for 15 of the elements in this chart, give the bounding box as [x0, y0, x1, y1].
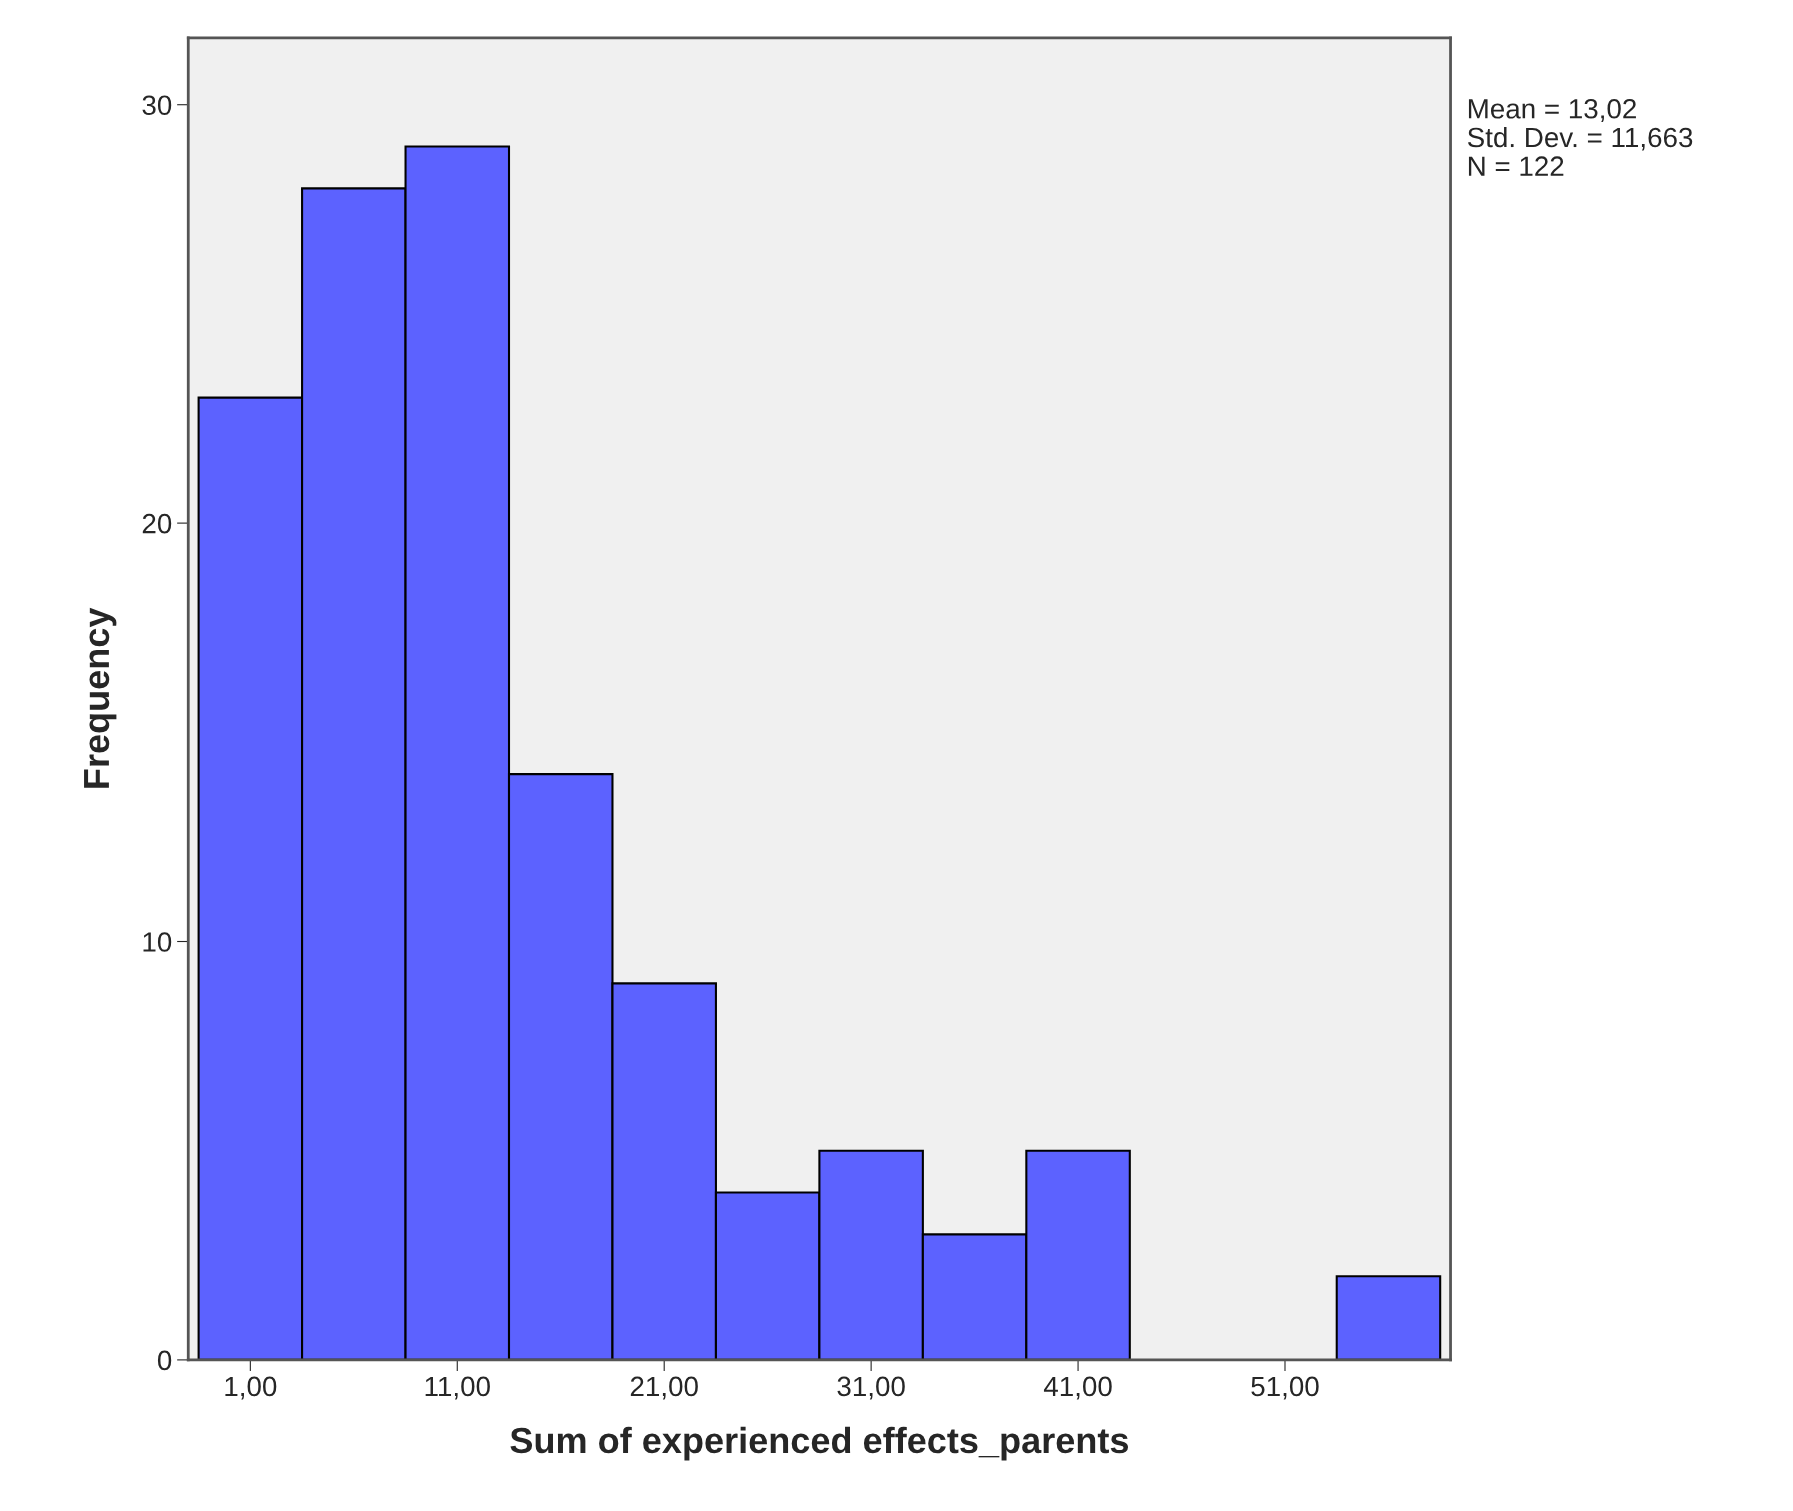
- text: Std. Dev. = 11,663: [1467, 126, 1693, 151]
- x-tick-label: 31,00: [837, 1376, 905, 1400]
- y-tick-label: 10: [143, 932, 172, 952]
- x-tick-label: 41,00: [1043, 1376, 1112, 1400]
- x-tick-label: 11,00: [425, 1376, 490, 1400]
- x-tick-label: 1,00: [225, 1376, 277, 1400]
- text: Mean = 13,02: [1468, 98, 1636, 122]
- x-tick-label: 51,00: [1251, 1376, 1319, 1400]
- x-tick-label: 21,00: [630, 1376, 698, 1400]
- y-tick-label: 0: [157, 1350, 172, 1371]
- y-axis-title: Frequency: [84, 607, 117, 788]
- y-tick-label: 20: [142, 513, 172, 534]
- x-axis-title: Sum of experienced effects_parents: [510, 1426, 1129, 1461]
- text: N = 122: [1468, 156, 1564, 176]
- y-tick-label: 30: [142, 95, 172, 116]
